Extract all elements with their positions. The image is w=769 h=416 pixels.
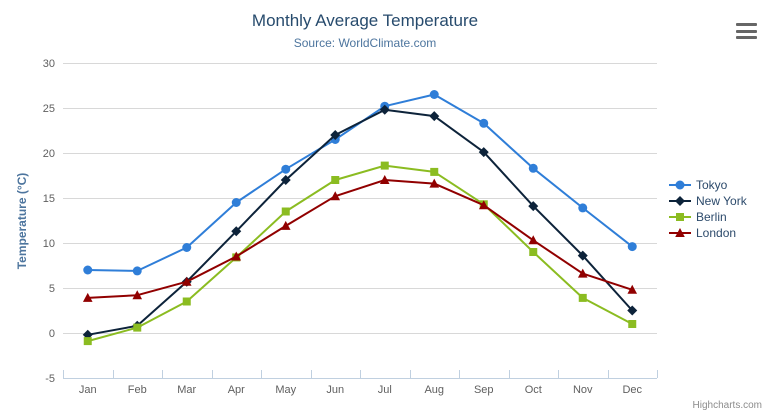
data-point-new-york [627, 305, 638, 316]
x-axis-label: Nov [573, 384, 593, 396]
x-axis-label: Sep [474, 384, 494, 396]
y-axis-label: 0 [49, 328, 55, 340]
series-lines [82, 90, 638, 346]
data-point-berlin [133, 323, 142, 332]
x-axis-label: Dec [622, 384, 642, 396]
data-point-berlin [628, 320, 637, 328]
series-line-london [86, 179, 634, 299]
data-point-new-york [379, 104, 390, 115]
x-axis-label: Aug [424, 384, 444, 396]
data-point-tokyo [281, 164, 291, 174]
x-axis-label: Jan [79, 384, 97, 396]
data-point-new-york [330, 130, 341, 140]
data-point-tokyo [429, 90, 439, 99]
x-axis-label: Mar [177, 384, 196, 396]
data-point-new-york [231, 226, 242, 237]
y-axis-label: 5 [49, 283, 55, 295]
data-point-berlin [380, 161, 389, 170]
series-london [82, 175, 638, 302]
data-point-berlin [578, 293, 587, 302]
triangle-marker-icon [669, 228, 691, 237]
data-point-berlin [430, 167, 439, 176]
data-point-new-york [478, 147, 489, 158]
hamburger-icon [736, 29, 757, 33]
data-point-london [181, 276, 192, 286]
legend-marker-london [675, 228, 685, 237]
data-point-berlin [83, 337, 92, 346]
data-point-berlin [182, 297, 191, 306]
hamburger-icon [736, 36, 757, 39]
legend-item-berlin[interactable]: Berlin [669, 209, 747, 225]
series-new-york [82, 104, 638, 340]
data-point-berlin [331, 176, 340, 184]
legend-marker-new-york [675, 196, 685, 206]
chart-title: Monthly Average Temperature [251, 11, 479, 30]
legend-label: New York [696, 194, 747, 208]
legend-item-tokyo[interactable]: Tokyo [669, 177, 747, 193]
data-point-tokyo [627, 242, 637, 252]
data-point-london [82, 292, 93, 302]
series-line-berlin [86, 164, 634, 343]
data-point-london [379, 175, 390, 184]
x-axis-label: Apr [228, 384, 245, 396]
legend-item-new-york[interactable]: New York [669, 193, 747, 209]
data-point-berlin [281, 207, 290, 216]
x-axis-label: Oct [525, 384, 542, 396]
legend-label: London [696, 226, 737, 240]
legend-item-london[interactable]: London [669, 225, 747, 241]
data-point-tokyo [132, 266, 142, 276]
y-axis-label: -5 [45, 373, 55, 385]
data-point-tokyo [479, 118, 489, 128]
y-axis-label: 10 [43, 238, 55, 250]
legend-marker-berlin [676, 213, 684, 221]
data-point-london [280, 220, 291, 230]
data-point-new-york [280, 175, 291, 185]
data-point-new-york [429, 111, 440, 122]
y-axis-label: 15 [43, 193, 55, 205]
legend: Tokyo New York Berlin London [669, 177, 747, 241]
y-axis-label: 25 [43, 103, 55, 115]
diamond-marker-icon [669, 196, 691, 206]
y-axis-title: Temperature (°C) [15, 173, 29, 270]
hamburger-icon [736, 23, 757, 26]
data-point-london [231, 251, 242, 261]
data-point-london [627, 284, 638, 294]
x-axis-label: May [275, 384, 296, 396]
grid-lines [63, 63, 657, 334]
series-line-new-york [86, 108, 634, 336]
data-point-london [330, 191, 341, 201]
series-tokyo [83, 90, 637, 276]
data-point-new-york [577, 250, 588, 261]
data-point-tokyo [182, 243, 192, 252]
legend-label: Tokyo [696, 178, 728, 192]
data-point-london [577, 268, 588, 278]
data-point-london [478, 200, 489, 210]
data-point-new-york [528, 201, 539, 212]
data-point-tokyo [528, 163, 538, 173]
data-point-tokyo [83, 265, 93, 275]
circle-marker-icon [669, 180, 691, 190]
data-point-london [429, 178, 440, 188]
data-point-london [528, 235, 539, 245]
series-line-tokyo [86, 93, 634, 272]
export-menu-button[interactable] [734, 21, 759, 41]
square-marker-icon [669, 213, 691, 221]
y-axis-label: 30 [43, 58, 55, 70]
y-axis-label: 20 [43, 148, 55, 160]
x-axis-label: Jun [326, 384, 344, 396]
data-point-london [132, 290, 143, 300]
data-point-tokyo [578, 203, 588, 213]
x-axis-label: Feb [128, 384, 147, 396]
credits-link[interactable]: Highcharts.com [692, 400, 762, 411]
data-point-tokyo [231, 198, 241, 207]
axes: -5 0 5 10 15 20 25 30 Jan Feb Mar Apr May Jun Jul Aug Se… [43, 58, 658, 396]
x-axis-label: Jul [378, 384, 392, 396]
chart-subtitle: Source: WorldClimate.com [293, 36, 437, 50]
legend-marker-tokyo [675, 180, 685, 190]
data-point-berlin [529, 248, 538, 256]
legend-label: Berlin [696, 210, 727, 224]
